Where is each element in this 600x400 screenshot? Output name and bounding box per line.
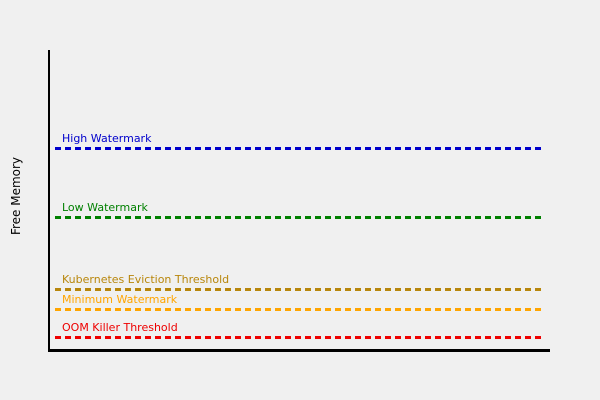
threshold-line-kubernetes-eviction-threshold — [55, 288, 545, 291]
y-axis — [48, 50, 50, 352]
threshold-line-low-watermark — [55, 216, 545, 219]
threshold-line-minimum-watermark — [55, 308, 545, 311]
threshold-line-high-watermark — [55, 147, 545, 150]
threshold-label-low-watermark: Low Watermark — [62, 201, 148, 214]
threshold-label-minimum-watermark: Minimum Watermark — [62, 293, 178, 306]
y-axis-label: Free Memory — [9, 156, 23, 236]
threshold-label-kubernetes-eviction-threshold: Kubernetes Eviction Threshold — [62, 273, 230, 286]
threshold-label-high-watermark: High Watermark — [62, 132, 152, 145]
x-axis — [48, 349, 550, 352]
threshold-label-oom-killer-threshold: OOM Killer Threshold — [62, 321, 178, 334]
threshold-line-oom-killer-threshold — [55, 336, 545, 339]
